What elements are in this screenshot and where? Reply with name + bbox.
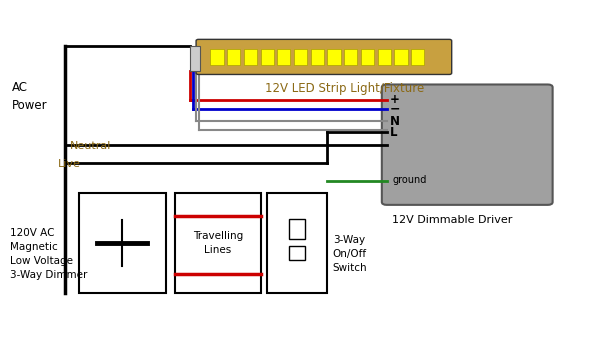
Bar [394,49,407,65]
Text: ground: ground [392,175,427,186]
Bar [79,193,166,293]
Bar [311,49,324,65]
Text: Travelling
Lines: Travelling Lines [193,231,243,255]
Bar [277,49,290,65]
Text: 12V Dimmable Driver: 12V Dimmable Driver [392,214,512,225]
Text: 3-Way
On/Off
Switch: 3-Way On/Off Switch [333,235,367,273]
Text: AC
Power: AC Power [12,81,48,112]
Bar [211,49,224,65]
Text: −: − [389,103,400,116]
Bar [190,46,200,71]
Text: Live: Live [58,159,81,169]
Bar [289,246,305,260]
Text: N: N [389,115,400,128]
Bar [294,49,307,65]
FancyBboxPatch shape [382,84,553,205]
Bar [175,193,261,293]
Bar [260,49,274,65]
Bar [244,49,257,65]
Bar [377,49,391,65]
Bar [361,49,374,65]
Text: 120V AC
Magnetic
Low Voltage
3-Way Dimmer: 120V AC Magnetic Low Voltage 3-Way Dimme… [10,228,88,280]
Text: L: L [389,126,397,139]
Bar [344,49,358,65]
Bar [289,219,305,239]
Text: 12V LED Strip Light/Fixture: 12V LED Strip Light/Fixture [265,82,424,95]
Bar [227,49,240,65]
Bar [328,49,341,65]
FancyBboxPatch shape [196,39,452,74]
Bar [411,49,424,65]
Text: +: + [389,93,400,106]
Text: Neutral: Neutral [70,141,112,151]
Bar [267,193,327,293]
